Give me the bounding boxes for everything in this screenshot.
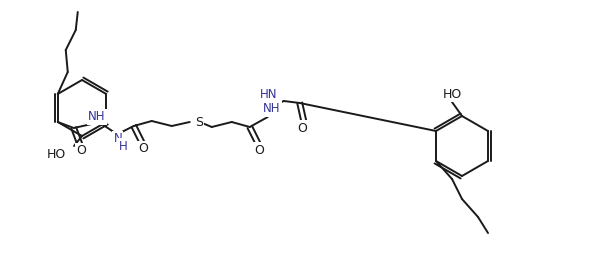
Text: O: O xyxy=(76,144,86,157)
Text: HO: HO xyxy=(47,147,66,161)
Text: O: O xyxy=(297,122,306,134)
Text: NH: NH xyxy=(88,111,105,123)
Text: NH: NH xyxy=(263,102,280,115)
Text: O: O xyxy=(254,144,264,156)
Text: HN: HN xyxy=(260,89,278,101)
Text: O: O xyxy=(138,143,148,155)
Text: S: S xyxy=(195,115,203,129)
Text: N: N xyxy=(114,133,122,145)
Text: H: H xyxy=(118,140,127,153)
Text: HO: HO xyxy=(442,88,462,101)
